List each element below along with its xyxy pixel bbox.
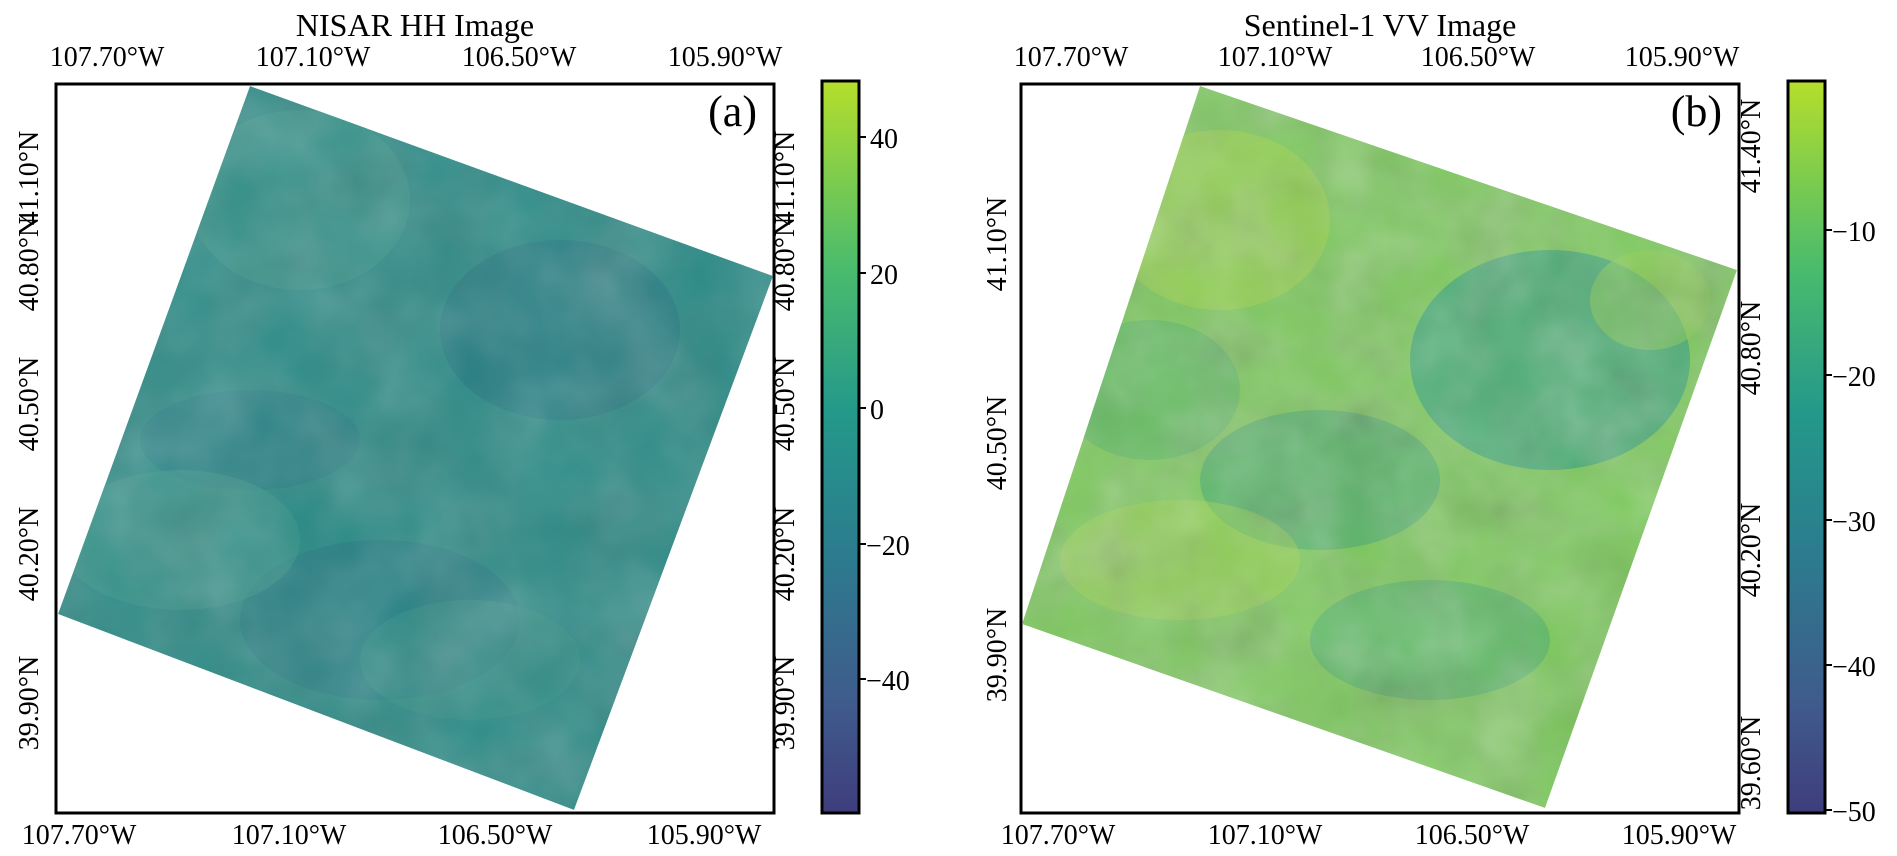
panel-b-left-tick: 41.10°N bbox=[982, 197, 1013, 291]
panel-a-left-tick: 40.80°N bbox=[14, 217, 45, 311]
panel-a-right-tick: 41.10°N bbox=[770, 131, 801, 225]
panel-a-bottom-tick: 107.70°W bbox=[22, 820, 137, 851]
panel-a-top-lon-ticks: 107.70°W 107.10°W 106.50°W 105.90°W bbox=[50, 42, 783, 73]
panel-a-label: (a) bbox=[708, 87, 757, 136]
panel-b-top-tick: 106.50°W bbox=[1421, 42, 1536, 73]
panel-a-left-tick: 40.20°N bbox=[14, 507, 45, 601]
panel-b-bottom-tick: 106.50°W bbox=[1415, 820, 1530, 851]
panel-a-right-tick: 40.20°N bbox=[770, 507, 801, 601]
panel-b-right-tick: 40.20°N bbox=[1736, 503, 1767, 597]
panel-b: Sentinel-1 VV Image 107.70°W 107.10°W 10… bbox=[982, 7, 1876, 851]
panel-a-right-tick: 40.50°N bbox=[770, 357, 801, 451]
panel-b-bottom-tick: 107.10°W bbox=[1208, 820, 1323, 851]
panel-a-left-tick: 39.90°N bbox=[14, 656, 45, 750]
panel-a-top-tick: 106.50°W bbox=[462, 42, 577, 73]
panel-b-left-tick: 39.90°N bbox=[982, 608, 1013, 702]
panel-b-left-lat-ticks: 39.90°N 40.50°N 41.10°N bbox=[982, 197, 1013, 702]
panel-a-top-tick: 105.90°W bbox=[668, 42, 783, 73]
panel-a-title: NISAR HH Image bbox=[296, 7, 534, 43]
panel-a-top-tick: 107.10°W bbox=[256, 42, 371, 73]
panel-b-colorbar: −10 −20 −30 −40 −50 bbox=[1786, 79, 1876, 828]
panel-a-left-tick: 41.10°N bbox=[14, 131, 45, 225]
panel-b-right-tick: 41.40°N bbox=[1736, 99, 1767, 193]
panel-b-bottom-tick: 105.90°W bbox=[1622, 820, 1737, 851]
panel-b-title: Sentinel-1 VV Image bbox=[1244, 7, 1517, 43]
panel-a-right-tick: 40.80°N bbox=[770, 217, 801, 311]
panel-a-colorbar-tick: 40 bbox=[870, 124, 898, 155]
panel-b-colorbar-tick: −50 bbox=[1832, 797, 1876, 828]
panel-b-colorbar-tick: −20 bbox=[1832, 362, 1876, 393]
panel-a: NISAR HH Image 107.70°W 107.10°W 106.50°… bbox=[14, 7, 910, 851]
panel-b-right-tick: 40.80°N bbox=[1736, 301, 1767, 395]
panel-a-left-tick: 40.50°N bbox=[14, 357, 45, 451]
panel-a-left-lat-ticks: 39.90°N 40.20°N 40.50°N 40.80°N 41.10°N bbox=[14, 131, 45, 750]
panel-a-bottom-tick: 105.90°W bbox=[647, 820, 762, 851]
panel-b-right-tick: 39.60°N bbox=[1736, 716, 1767, 810]
panel-a-bottom-tick: 107.10°W bbox=[232, 820, 347, 851]
panel-b-top-tick: 107.70°W bbox=[1014, 42, 1129, 73]
panel-b-label: (b) bbox=[1671, 87, 1722, 136]
panel-a-colorbar-tick: −20 bbox=[866, 531, 910, 562]
panel-b-colorbar-bar bbox=[1786, 79, 1827, 815]
panel-a-colorbar-tick: −40 bbox=[866, 666, 910, 697]
panel-b-top-lon-ticks: 107.70°W 107.10°W 106.50°W 105.90°W bbox=[1014, 42, 1740, 73]
panel-a-bottom-tick: 106.50°W bbox=[438, 820, 553, 851]
panel-a-colorbar: 40 20 0 −20 −40 bbox=[820, 79, 910, 815]
panel-b-bottom-tick: 107.70°W bbox=[1001, 820, 1116, 851]
panel-b-top-tick: 105.90°W bbox=[1625, 42, 1740, 73]
panel-a-colorbar-bar bbox=[820, 79, 861, 815]
panel-a-right-tick: 39.90°N bbox=[770, 656, 801, 750]
panel-b-left-tick: 40.50°N bbox=[982, 396, 1013, 490]
panel-b-colorbar-tick: −40 bbox=[1832, 652, 1876, 683]
panel-b-top-tick: 107.10°W bbox=[1218, 42, 1333, 73]
panel-a-right-lat-ticks: 39.90°N 40.20°N 40.50°N 40.80°N 41.10°N bbox=[770, 131, 801, 750]
panel-a-top-tick: 107.70°W bbox=[50, 42, 165, 73]
panel-b-bottom-lon-ticks: 107.70°W 107.10°W 106.50°W 105.90°W bbox=[1001, 820, 1737, 851]
panel-b-colorbar-tick: −30 bbox=[1832, 507, 1876, 538]
panel-a-colorbar-tick: 20 bbox=[870, 260, 898, 291]
panel-b-colorbar-tick: −10 bbox=[1832, 217, 1876, 248]
panel-b-right-lat-ticks: 39.60°N 40.20°N 40.80°N 41.40°N bbox=[1736, 99, 1767, 810]
panel-a-bottom-lon-ticks: 107.70°W 107.10°W 106.50°W 105.90°W bbox=[22, 820, 762, 851]
panel-a-colorbar-tick: 0 bbox=[870, 395, 884, 426]
